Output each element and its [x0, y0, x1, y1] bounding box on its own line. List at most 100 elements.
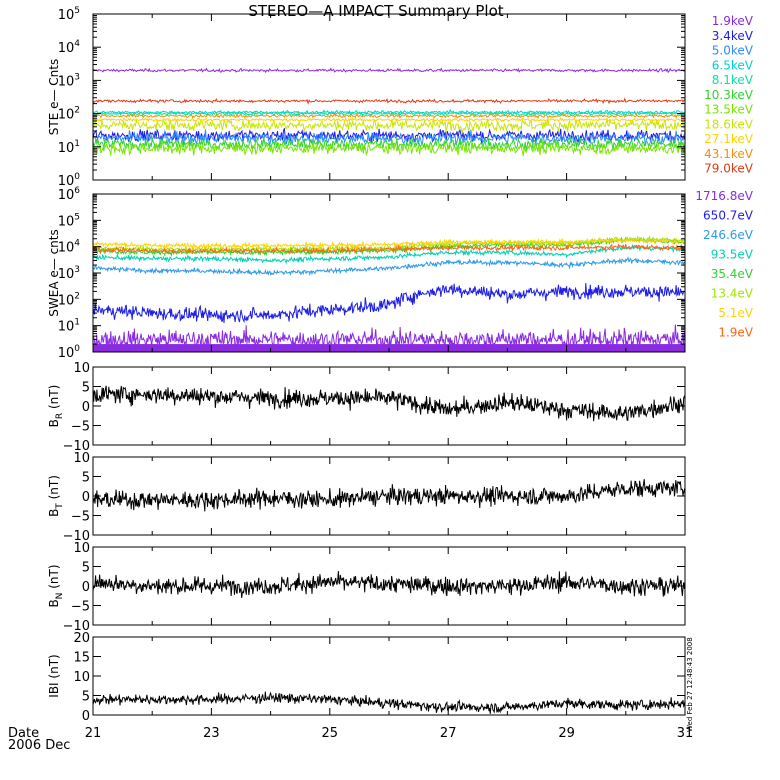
x-tick-label: 27	[440, 726, 457, 741]
plot-area-bmag	[93, 691, 685, 714]
y-tick-label: −5	[71, 510, 90, 525]
legend-entry: 79.0keV	[704, 162, 754, 176]
plot-title: STEREO—A IMPACT Summary Plot	[248, 2, 503, 20]
plot-area-bt	[93, 479, 685, 512]
series-line	[93, 479, 685, 512]
series-line	[93, 140, 685, 157]
series-line	[93, 117, 685, 133]
y-tick-label: 104	[58, 39, 81, 56]
legend-entry: 246.6eV	[703, 228, 754, 242]
y-tick-label: −5	[71, 600, 90, 615]
y-tick-label: 100	[58, 172, 81, 189]
series-line	[93, 571, 685, 599]
y-tick-label: −10	[63, 619, 90, 634]
panel-swea: 100 101 102 103 104 105 106 SWEA e— cnts	[47, 186, 686, 361]
legend-entry: 10.3keV	[704, 88, 754, 102]
y-axis-label: SWEA e— cnts	[47, 229, 61, 316]
series-line	[93, 237, 685, 251]
y-tick-label: 5	[82, 690, 90, 705]
legend-entry: 43.1keV	[704, 147, 754, 161]
series-line	[93, 116, 685, 123]
legend-entry: 18.6keV	[704, 117, 754, 131]
y-tick-label: 10	[73, 361, 90, 376]
x-tick-label: 21	[85, 726, 102, 741]
y-tick-label: 103	[58, 72, 80, 89]
y-tick-label: 5	[82, 561, 90, 576]
panel-br: −10 −5 0 5 10 BR (nT)	[47, 361, 686, 454]
y-tick-label: 20	[73, 631, 90, 646]
y-tick-label: 105	[58, 212, 80, 229]
plot-area-ste	[93, 67, 685, 157]
y-tick-label: 106	[58, 186, 81, 203]
legend-entry: 1.9eV	[718, 326, 753, 340]
y-axis-label: BN (nT)	[47, 564, 65, 607]
y-tick-label: 102	[58, 106, 80, 123]
x-tick-label: 29	[558, 726, 575, 741]
legend-entry: 5.0keV	[712, 44, 754, 58]
y-tick-label: 103	[58, 265, 80, 282]
series-line	[93, 243, 685, 265]
panel-ste: 100 101 102 103 104 105 STE e— Cnts	[47, 6, 686, 189]
y-tick-label: 0	[82, 580, 90, 595]
y-tick-label: 101	[58, 139, 80, 156]
series-line	[93, 97, 685, 105]
y-axis-label: IBI (nT)	[47, 654, 61, 697]
series-line	[93, 282, 685, 324]
plot-area-br	[93, 385, 685, 422]
panel-bn: −10 −5 0 5 10 BN (nT)	[47, 541, 686, 634]
series-line	[93, 256, 685, 277]
x-tick-label: 31	[677, 726, 694, 741]
series-line	[93, 67, 685, 74]
legend-entry: 3.4keV	[712, 29, 754, 43]
legend-entry: 35.4eV	[711, 267, 754, 281]
series-line	[93, 136, 685, 152]
date-value: 2006 Dec	[8, 738, 70, 753]
legends: 1.9keV3.4keV5.0keV6.5keV8.1keV10.3keV13.…	[695, 14, 753, 340]
panel-bt: −10 −5 0 5 10 BT (nT)	[47, 451, 686, 544]
series-line	[93, 110, 685, 117]
y-tick-label: 105	[58, 6, 80, 23]
series-line	[93, 236, 685, 258]
legend-entry: 13.4eV	[711, 287, 754, 301]
y-tick-label: 101	[58, 318, 80, 335]
series-line	[93, 243, 685, 255]
legend-entry: 5.1eV	[718, 306, 753, 320]
y-axis-label: STE e— Cnts	[47, 59, 61, 135]
legend-entry: 1.9keV	[712, 14, 754, 28]
timestamp: Wed Feb 27 12:48:43 2008	[686, 637, 694, 732]
y-tick-label: 100	[58, 344, 81, 361]
x-tick-label: 25	[322, 726, 339, 741]
series-line	[93, 691, 685, 714]
plot-area-bn	[93, 571, 685, 599]
legend-entry: 1716.8eV	[695, 189, 753, 203]
date-label: Date	[8, 726, 39, 741]
legend-entry: 8.1keV	[712, 73, 754, 87]
y-tick-label: 0	[82, 490, 90, 505]
x-tick-label: 23	[203, 726, 220, 741]
legend-entry: 13.5keV	[704, 103, 754, 117]
y-axis-label: BR (nT)	[47, 385, 65, 428]
plot-area-swea	[93, 235, 685, 352]
y-tick-label: 5	[82, 381, 90, 396]
y-tick-label: 10	[73, 670, 90, 685]
legend-entry: 93.5eV	[711, 248, 754, 262]
series-line	[93, 385, 685, 422]
panel-bmag: 0 5 10 15 20 IBI (nT) 21 23 25 27 29 31	[47, 631, 693, 741]
y-tick-label: 10	[73, 541, 90, 556]
panel-frame	[92, 13, 686, 181]
y-tick-label: 0	[82, 400, 90, 415]
y-tick-label: 102	[58, 291, 80, 308]
y-tick-label: 0	[82, 709, 90, 724]
series-line	[93, 112, 685, 120]
panel-frame	[92, 193, 686, 353]
y-tick-label: 104	[58, 239, 81, 256]
series-line	[93, 235, 685, 254]
legend-entry: 27.1keV	[704, 132, 754, 146]
y-tick-label: 10	[73, 451, 90, 466]
y-tick-label: −5	[71, 420, 90, 435]
y-tick-label: −10	[63, 439, 90, 454]
legend-entry: 6.5keV	[712, 58, 754, 72]
y-tick-label: −10	[63, 529, 90, 544]
